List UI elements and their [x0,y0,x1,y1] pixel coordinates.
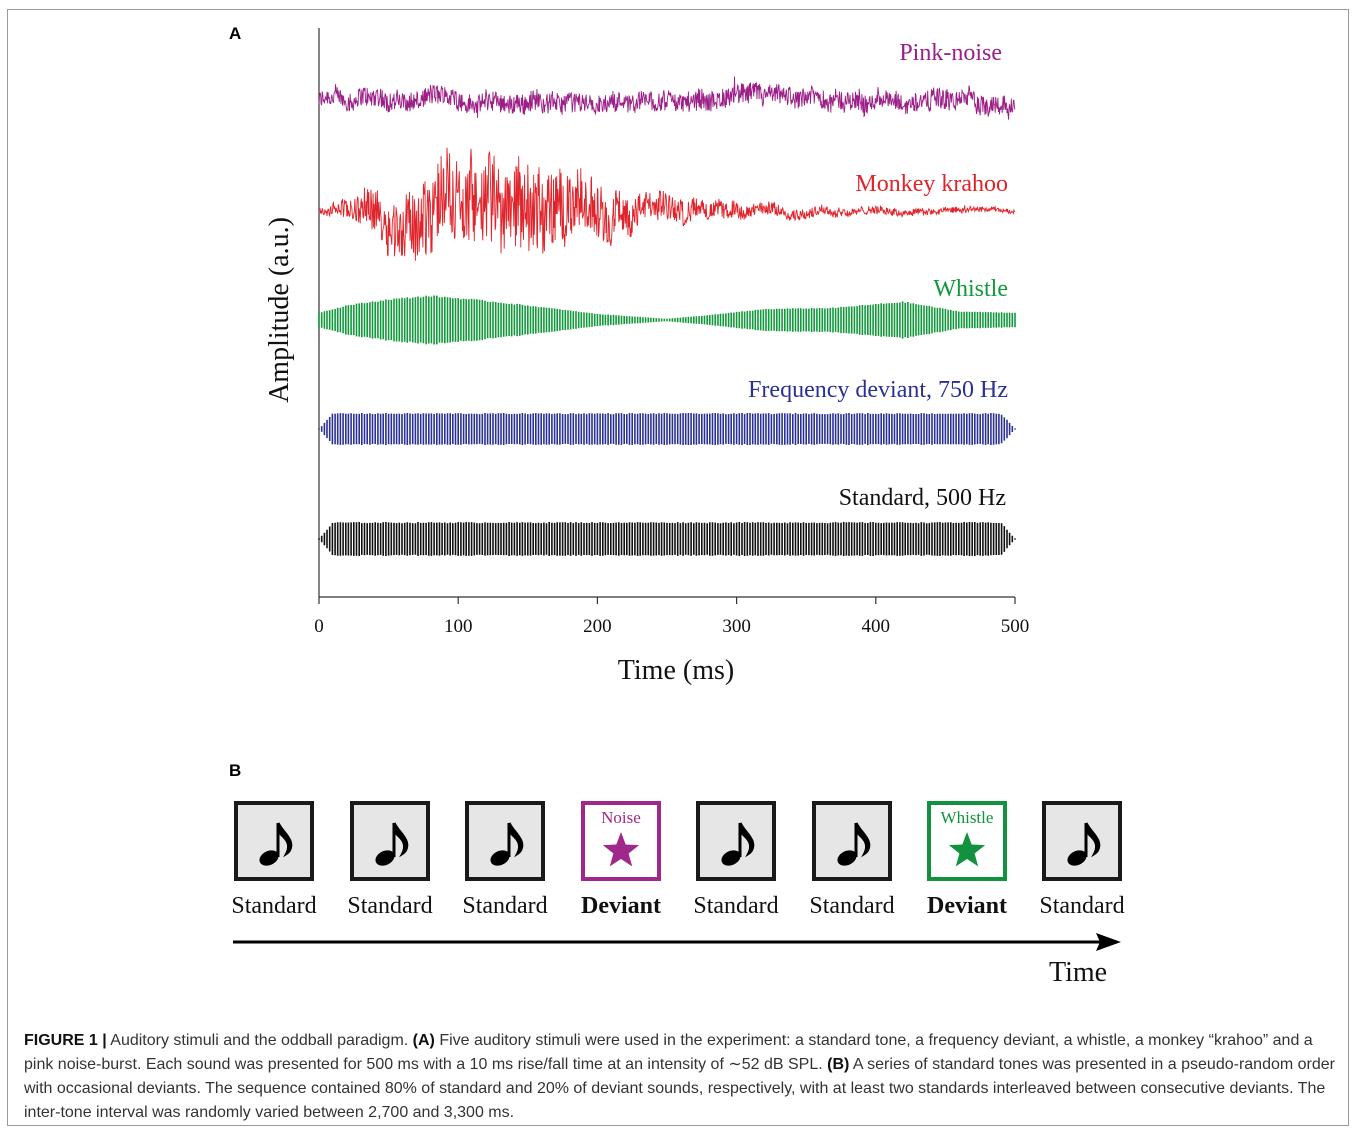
waveform-trace [318,413,1016,445]
caption-figure-label: FIGURE 1 | [24,1032,107,1049]
standard-stimulus-box [696,801,776,881]
series-label: Standard, 500 Hz [839,485,1006,511]
series-label: Whistle [933,276,1008,302]
standard-stimulus-box [812,801,892,881]
x-axis-label: Time (ms) [618,655,734,686]
caption-a-text: Five auditory stimuli were used in the e… [24,1032,1313,1073]
standard-label: Standard [693,893,779,919]
panel-a-label: A [229,24,242,43]
standard-label: Standard [462,893,548,919]
deviant-noise-box: Noise [581,801,661,881]
music-note-icon [1067,822,1101,866]
time-arrow-head [1096,933,1121,951]
deviant-label: Deviant [581,893,661,919]
caption-a-marker: (A) [412,1032,435,1049]
caption-intro: Auditory stimuli and the oddball paradig… [106,1032,413,1049]
standard-stimulus-box [350,801,430,881]
time-arrow [233,933,1121,951]
time-arrow-label: Time [1049,957,1108,988]
y-axis-label: Amplitude (a.u.) [264,217,295,403]
caption-b-marker: (B) [827,1056,850,1073]
waveform-trace [318,522,1016,556]
deviant-box-title: Noise [601,808,641,827]
x-tick-label: 500 [1001,616,1030,637]
x-tick-label: 0 [314,616,324,637]
music-note-icon [721,822,755,866]
standard-label: Standard [347,893,433,919]
series-label: Pink-noise [899,40,1002,66]
waveform-chart: 0 100 200 300 400 500 Time (ms) Amplitude (a.u.… [264,28,1030,686]
caption-b-text: A series of standard tones was presented… [24,1056,1335,1121]
x-tick-label: 100 [444,616,473,637]
standard-label: Standard [1039,893,1125,919]
standard-stimulus-box [234,801,314,881]
music-note-icon [837,822,871,866]
panel-b-label: B [229,761,242,780]
waveform-trace [318,147,1016,261]
x-tick-label: 400 [862,616,891,637]
star-icon [602,832,640,867]
standard-stimulus-box [465,801,545,881]
deviant-box-title: Whistle [940,808,994,827]
deviant-whistle-box: Whistle [927,801,1007,881]
standard-stimulus-box [1042,801,1122,881]
standard-label: Standard [809,893,895,919]
x-tick-label: 200 [583,616,612,637]
waveform-trace [318,76,1016,120]
music-note-icon [259,822,293,866]
music-note-icon [490,822,524,866]
standard-label: Standard [231,893,317,919]
series-label: Frequency deviant, 750 Hz [748,377,1008,403]
figure-caption: FIGURE 1 | Auditory stimuli and the oddb… [24,1029,1336,1125]
music-note-icon [375,822,409,866]
figure-frame [7,9,1349,1126]
series-label: Monkey krahoo [855,171,1008,197]
x-tick-label: 300 [722,616,751,637]
waveform-trace [318,295,1016,345]
star-icon [948,832,986,867]
deviant-label: Deviant [927,893,1007,919]
